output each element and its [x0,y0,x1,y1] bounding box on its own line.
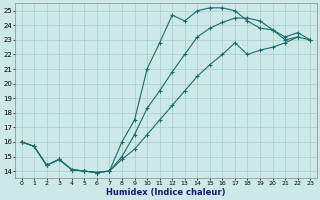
X-axis label: Humidex (Indice chaleur): Humidex (Indice chaleur) [106,188,226,197]
